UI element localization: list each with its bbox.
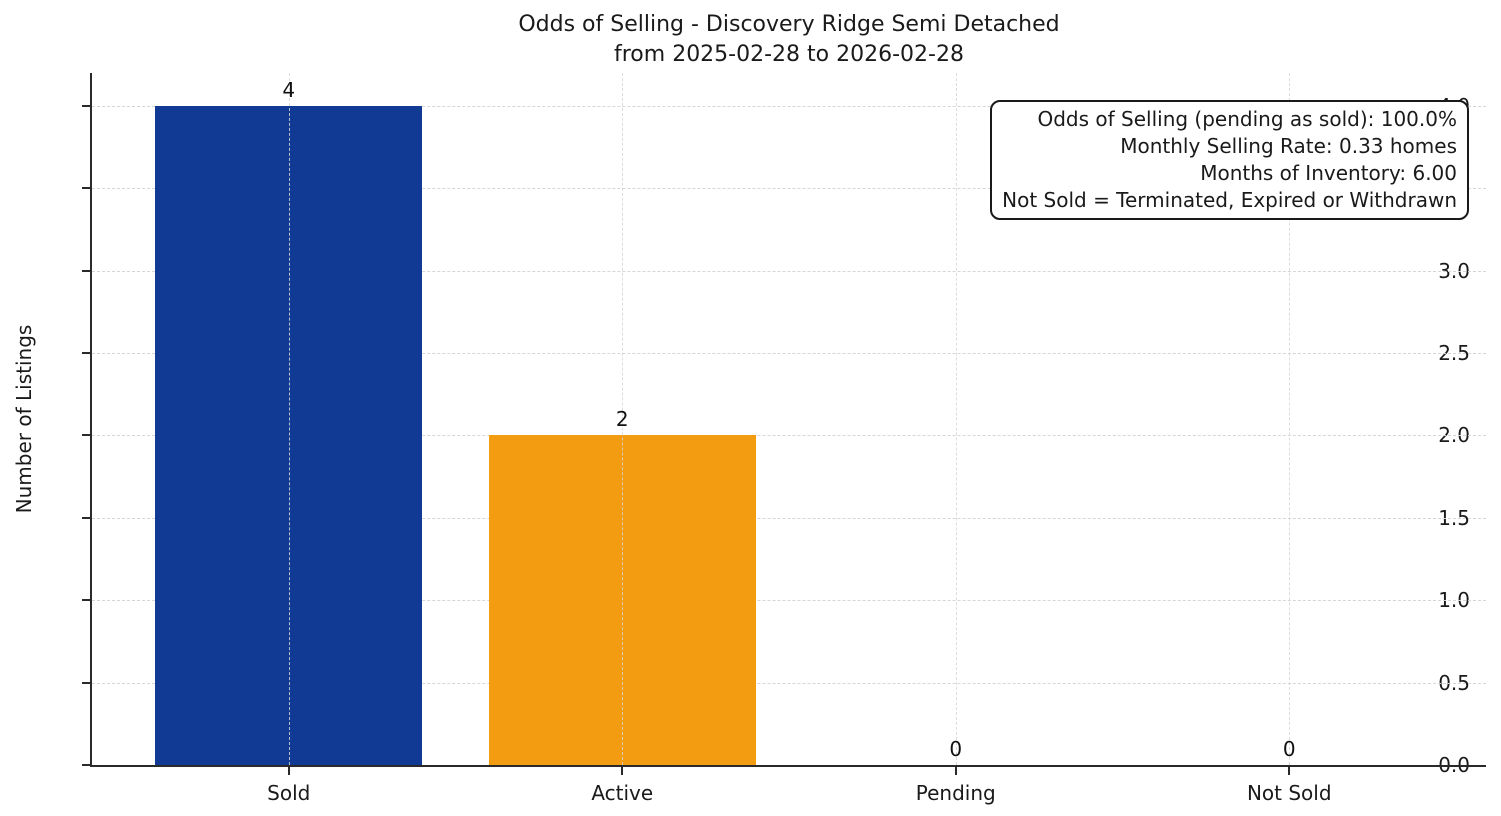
y-tick-mark-0.0 [82,764,90,766]
y-tick-mark-3.5 [82,187,90,190]
annotation-months-of-inventory: Months of Inventory: 6.00 [1200,161,1457,185]
y-tick-mark-3.0 [82,269,90,272]
y-tick-mark-2.5 [82,352,90,355]
gridline-y-0.5 [92,682,1486,684]
x-tick-mark-active [621,767,624,775]
x-axis-spine [90,765,1486,767]
gridline-y-1.5 [92,517,1486,519]
gridline-x-active [622,73,624,765]
chart-title-line2: from 2025-02-28 to 2026-02-28 [614,42,964,67]
gridline-y-1.0 [92,600,1486,602]
x-tick-mark-pending [954,767,957,775]
gridline-y-3.5 [92,188,1486,190]
gridline-y-4.0 [92,105,1486,107]
bar-value-label-pending: 0 [949,737,963,761]
bar-value-label-active: 2 [615,407,629,432]
chart-title: Odds of Selling - Discovery Ridge Semi D… [92,10,1486,70]
gridline-y-3.0 [92,270,1486,272]
gridline-y-2.0 [92,435,1486,437]
x-tick-label-not-sold: Not Sold [1246,781,1332,805]
annotation-odds-of-selling: Odds of Selling (pending as sold): 100.0… [1037,107,1457,131]
stats-annotation-box: Odds of Selling (pending as sold): 100.0… [990,100,1469,220]
gridline-x-pending [955,73,957,765]
y-tick-mark-4.0 [82,104,90,107]
annotation-monthly-selling-rate: Monthly Selling Rate: 0.33 homes [1120,134,1457,158]
x-tick-mark-sold [287,767,290,775]
bar-value-label-sold: 4 [282,77,296,102]
annotation-not-sold-definition: Not Sold = Terminated, Expired or Withdr… [1002,188,1457,212]
bar-value-label-not-sold: 0 [1282,737,1296,761]
x-tick-label-sold: Sold [267,781,311,805]
y-tick-mark-0.5 [82,681,90,684]
x-tick-mark-not-sold [1288,767,1291,775]
y-tick-mark-1.0 [82,599,90,602]
y-axis-spine [90,73,92,767]
y-tick-mark-2.0 [82,434,90,437]
gridline-y-2.5 [92,353,1486,355]
bar-active [488,435,756,765]
y-axis-label: Number of Listings [12,324,36,514]
x-tick-label-pending: Pending [915,781,996,805]
x-tick-label-active: Active [591,781,654,805]
gridline-x-sold [288,73,290,765]
y-tick-mark-1.5 [82,516,90,519]
gridline-x-not-sold [1289,73,1291,765]
chart-title-line1: Odds of Selling - Discovery Ridge Semi D… [518,12,1060,37]
